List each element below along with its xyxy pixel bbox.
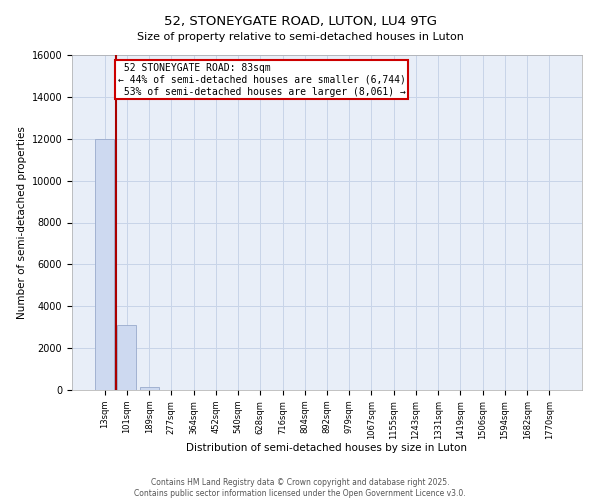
- Bar: [140, 387, 158, 390]
- Text: 52, STONEYGATE ROAD, LUTON, LU4 9TG: 52, STONEYGATE ROAD, LUTON, LU4 9TG: [163, 15, 437, 28]
- Bar: [95, 138, 114, 390]
- Y-axis label: Number of semi-detached properties: Number of semi-detached properties: [17, 126, 28, 319]
- Text: Contains HM Land Registry data © Crown copyright and database right 2025.
Contai: Contains HM Land Registry data © Crown c…: [134, 478, 466, 498]
- X-axis label: Distribution of semi-detached houses by size in Luton: Distribution of semi-detached houses by …: [187, 443, 467, 453]
- Text: Size of property relative to semi-detached houses in Luton: Size of property relative to semi-detach…: [137, 32, 463, 42]
- Text: 52 STONEYGATE ROAD: 83sqm
← 44% of semi-detached houses are smaller (6,744)
 53%: 52 STONEYGATE ROAD: 83sqm ← 44% of semi-…: [118, 64, 406, 96]
- Bar: [118, 325, 136, 390]
